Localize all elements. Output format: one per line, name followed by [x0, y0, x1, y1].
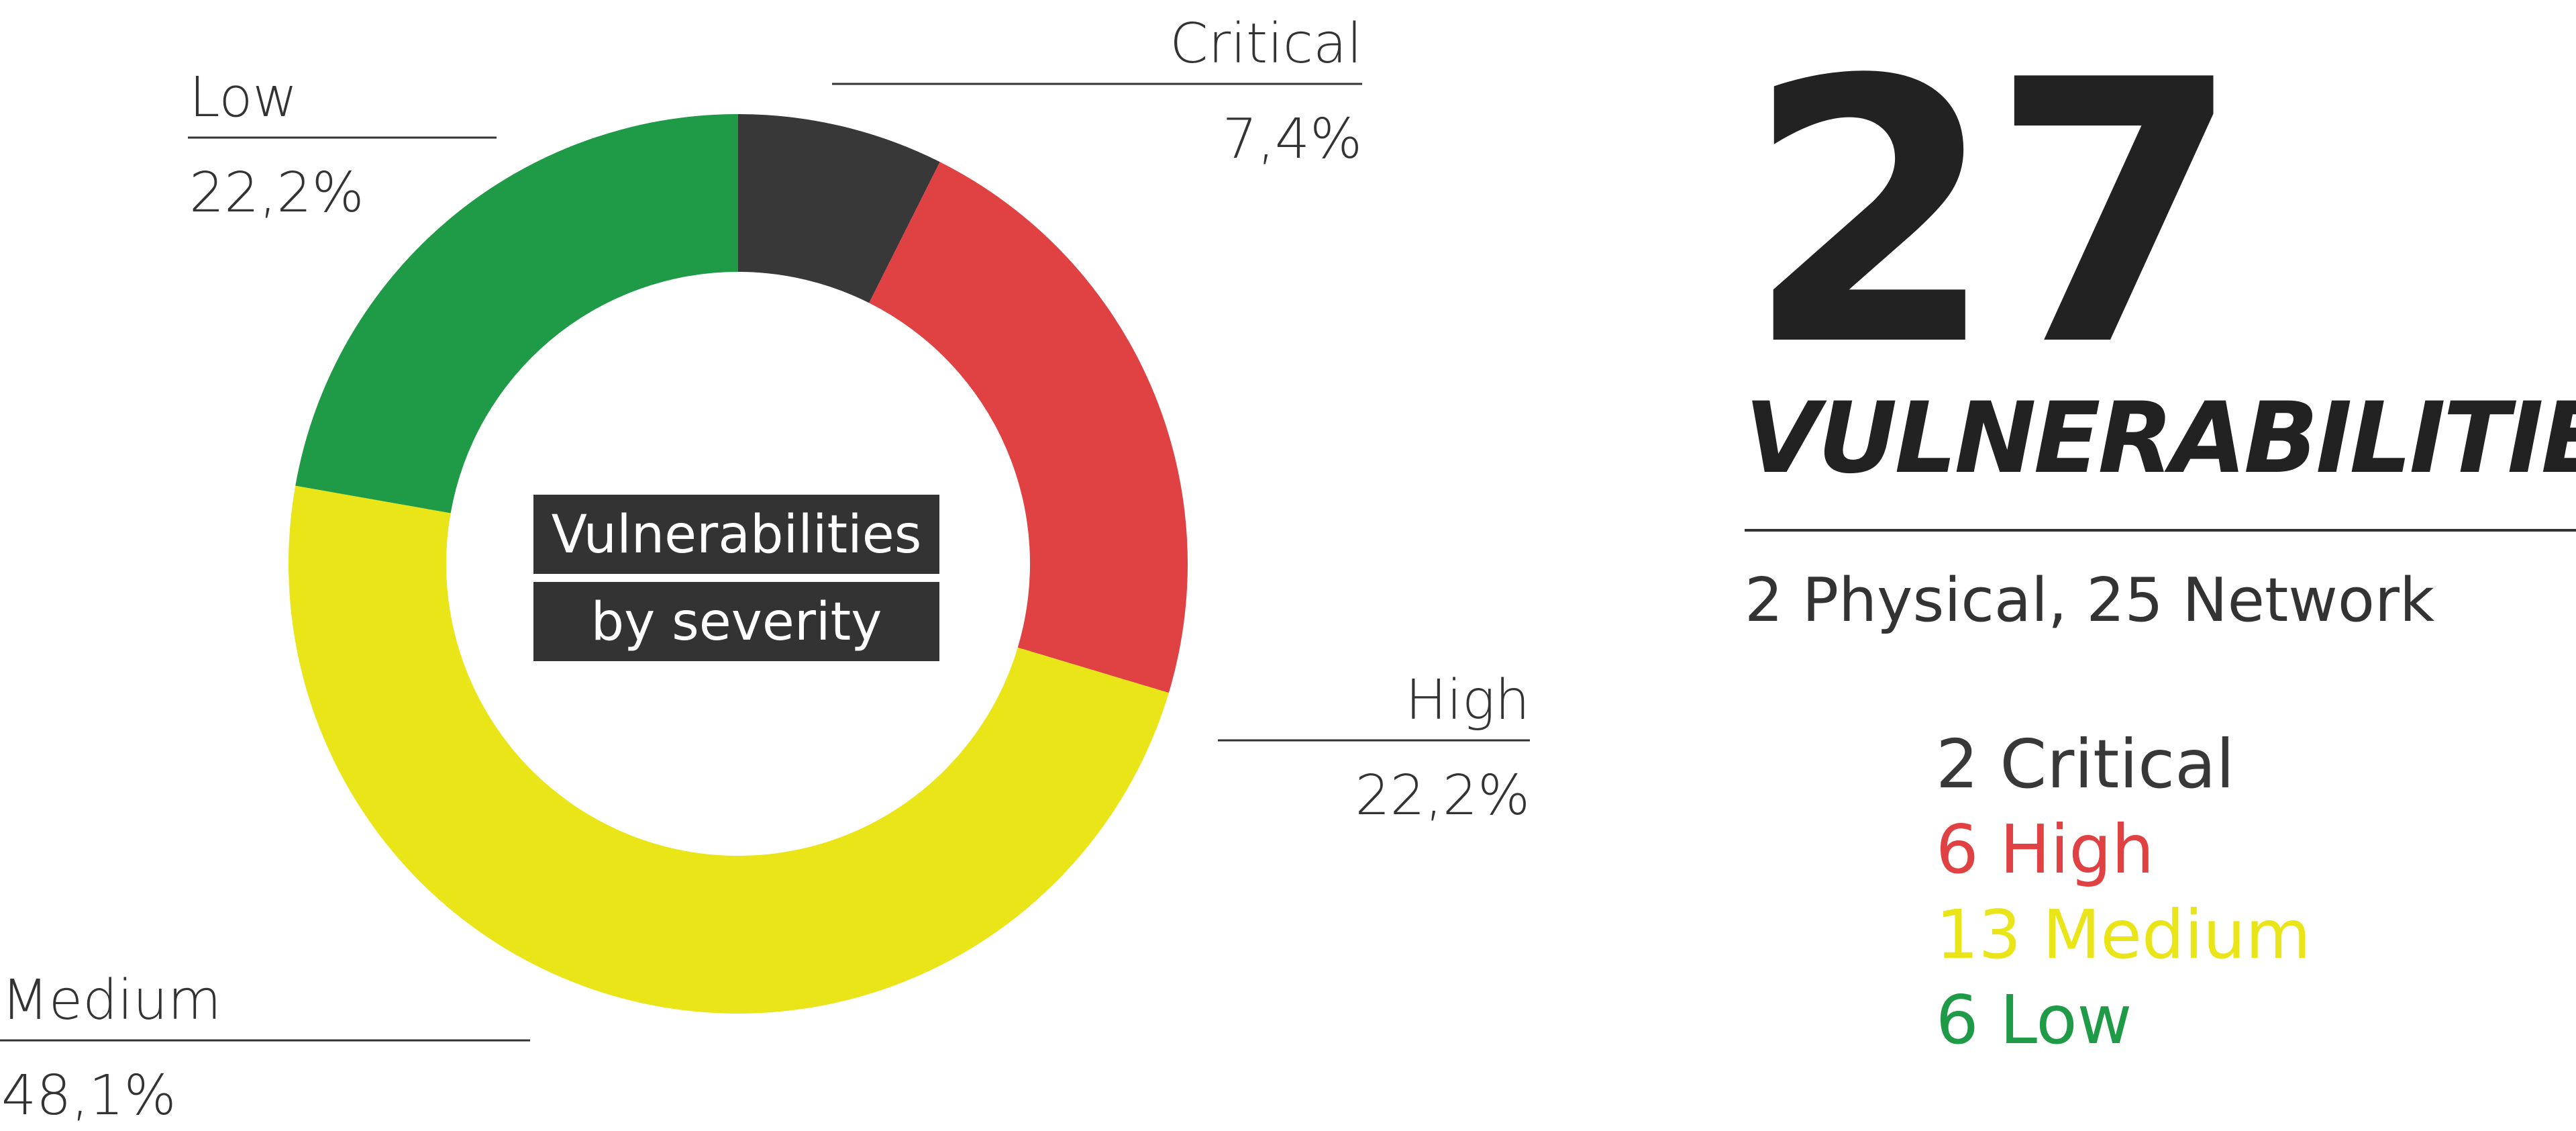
count-critical: 2 Critical: [1936, 725, 2235, 803]
slice-critical: [738, 114, 940, 303]
slice-label-critical: Critical: [1170, 12, 1362, 76]
slice-low: [295, 114, 738, 513]
slice-label-high: High: [1405, 669, 1530, 732]
center-label-line-2: by severity: [591, 592, 882, 652]
total-label: VULNERABILITIES: [1745, 381, 2576, 495]
slice-high: [869, 162, 1188, 693]
slice-label-low: Low: [189, 66, 297, 130]
center-label-line-1: Vulnerabilities: [552, 505, 922, 565]
donut-slices: [289, 114, 1188, 1014]
center-label: Vulnerabilities by severity: [533, 495, 939, 661]
slice-labels: Critical 7,4% High 22,2% Medium 48,1% Low 22,2%: [0, 12, 1530, 1128]
slice-value-medium: 48,1%: [1, 1064, 176, 1128]
origin-breakdown: 2 Physical, 25 Network: [1745, 565, 2435, 636]
slice-label-medium: Medium: [1, 969, 221, 1032]
slice-value-critical: 7,4%: [1223, 107, 1362, 171]
count-low: 6 Low: [1936, 981, 2132, 1059]
count-high: 6 High: [1936, 810, 2155, 889]
total-count: 27: [1745, 4, 2242, 426]
severity-count-list: 2 Critical 6 High 13 Medium 6 Low: [1936, 722, 2311, 1063]
summary-divider: [1745, 529, 2576, 532]
center-label-box-1: [533, 495, 939, 574]
slice-medium: [289, 485, 1169, 1014]
center-label-box-2: [533, 582, 939, 661]
slice-value-high: 22,2%: [1355, 764, 1531, 828]
count-medium: 13 Medium: [1936, 895, 2311, 974]
slice-value-low: 22,2%: [189, 161, 364, 225]
